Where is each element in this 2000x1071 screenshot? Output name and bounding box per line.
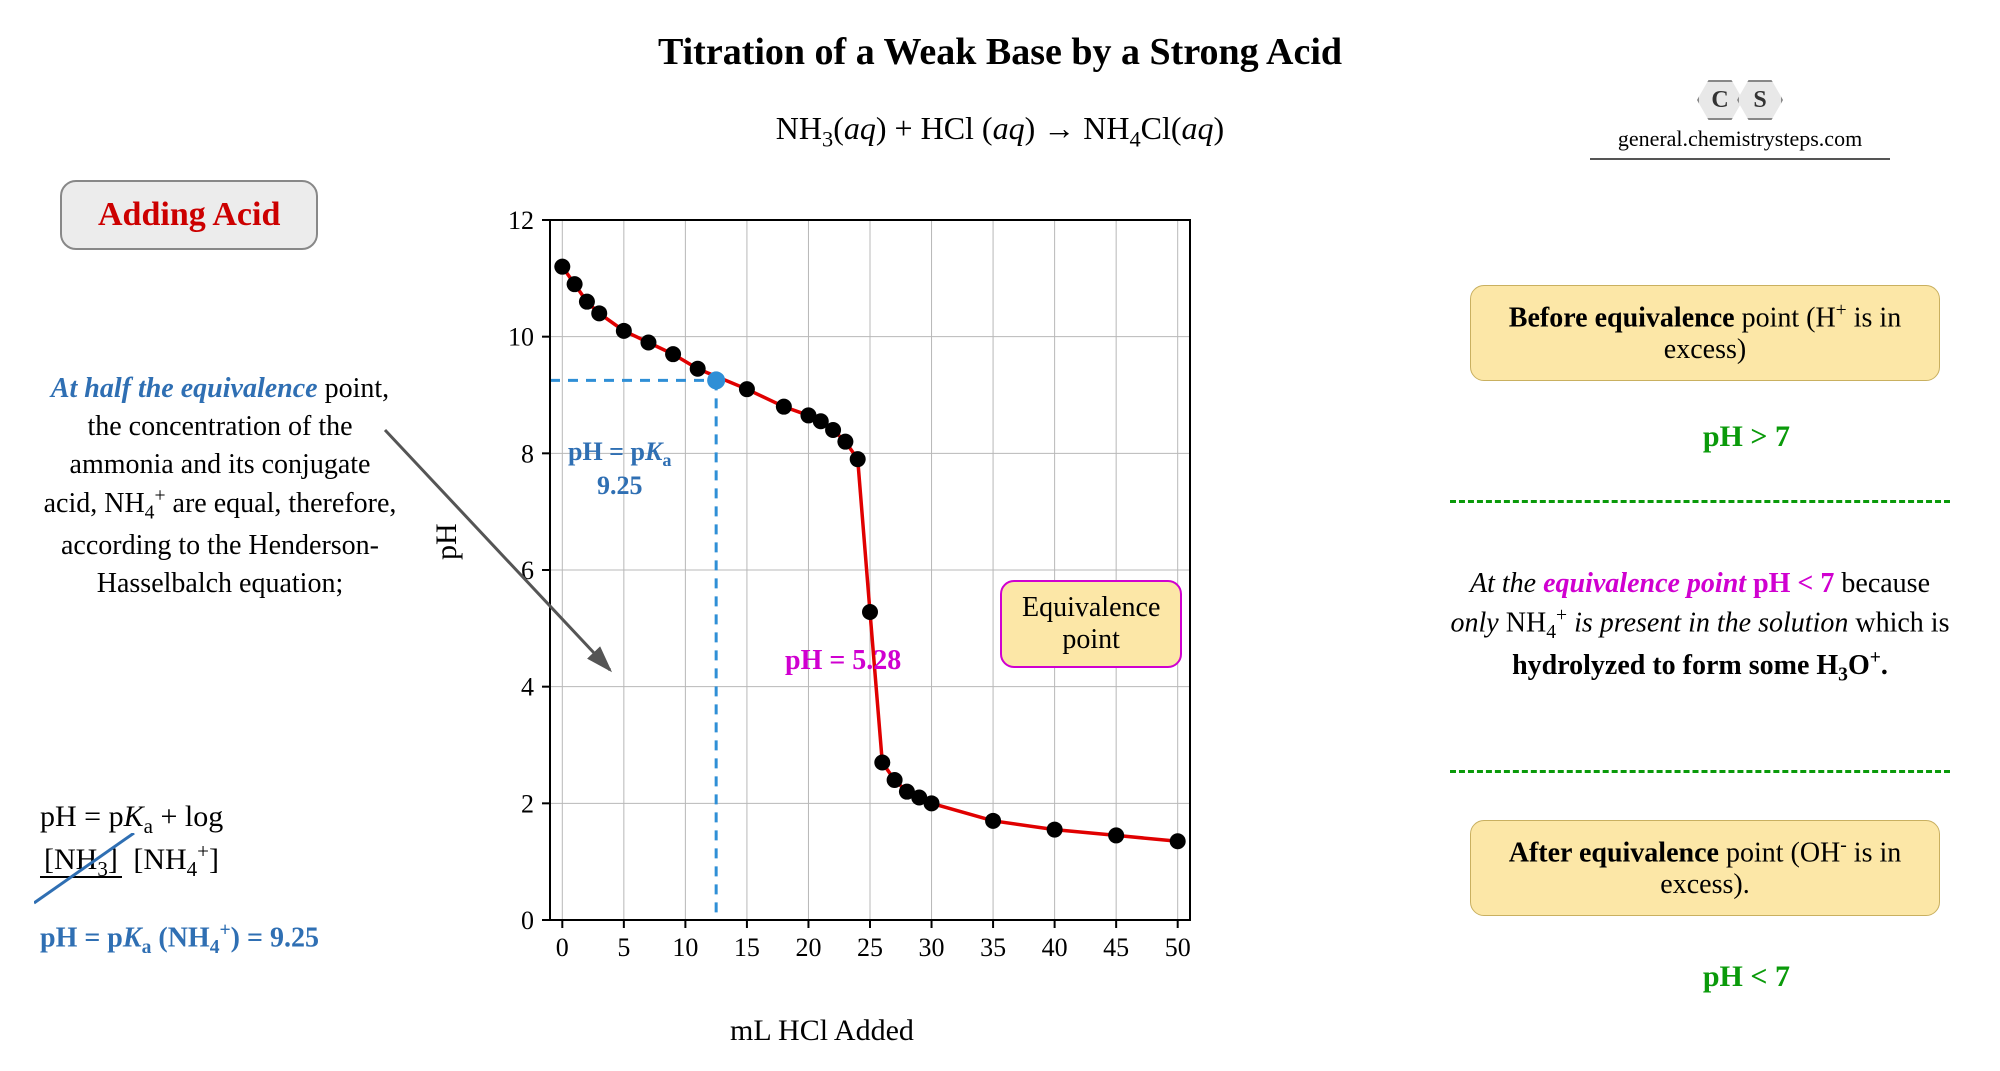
svg-text:5: 5 xyxy=(617,933,630,962)
hh-lhs: pH = pKa + log xyxy=(40,800,223,833)
half-equivalence-text: At half the equivalence point, the conce… xyxy=(40,370,400,602)
logo-hex-c: C xyxy=(1697,80,1743,120)
svg-text:10: 10 xyxy=(672,933,698,962)
equivalence-point-box: Equivalencepoint xyxy=(1000,580,1182,668)
svg-text:2: 2 xyxy=(521,789,534,818)
svg-text:35: 35 xyxy=(980,933,1006,962)
strike-line-icon xyxy=(34,833,144,913)
half-eq-phrase: At half the equivalence xyxy=(51,373,318,404)
green-divider-1 xyxy=(1450,500,1950,503)
svg-text:50: 50 xyxy=(1165,933,1191,962)
x-axis-label: mL HCl Added xyxy=(730,1014,914,1048)
hh-fraction: [NH3] [NH4+] xyxy=(40,839,223,882)
ph-equals-pka-line: pH = pKa (NH4+) = 9.25 xyxy=(40,920,319,959)
svg-text:0: 0 xyxy=(556,933,569,962)
svg-text:20: 20 xyxy=(795,933,821,962)
svg-text:15: 15 xyxy=(734,933,760,962)
ph-5-28-annotation: pH = 5.28 xyxy=(785,645,901,677)
henderson-hasselbalch-eq: pH = pKa + log [NH3] [NH4+] xyxy=(40,800,400,882)
half-eq-rest: point, the concentration of the ammonia … xyxy=(44,373,397,599)
svg-text:0: 0 xyxy=(521,906,534,935)
logo-hex-s: S xyxy=(1737,80,1783,120)
logo-site: general.chemistrysteps.com xyxy=(1590,126,1890,152)
svg-text:10: 10 xyxy=(508,323,534,352)
green-divider-2 xyxy=(1450,770,1950,773)
ph-less-7: pH < 7 xyxy=(1703,960,1790,994)
before-equivalence-box: Before equivalence point (H+ is in exces… xyxy=(1470,285,1940,381)
svg-text:30: 30 xyxy=(919,933,945,962)
ph-greater-7: pH > 7 xyxy=(1703,420,1790,454)
svg-text:45: 45 xyxy=(1103,933,1129,962)
adding-acid-box: Adding Acid xyxy=(60,180,318,250)
at-equivalence-text: At the equivalence point pH < 7 because … xyxy=(1450,565,1950,690)
svg-text:25: 25 xyxy=(857,933,883,962)
svg-text:12: 12 xyxy=(508,206,534,235)
arrow-to-half-eq-icon xyxy=(375,420,675,700)
svg-text:40: 40 xyxy=(1042,933,1068,962)
after-equivalence-box: After equivalence point (OH- is in exces… xyxy=(1470,820,1940,916)
page-title: Titration of a Weak Base by a Strong Aci… xyxy=(0,30,2000,74)
logo-block: C S general.chemistrysteps.com xyxy=(1590,80,1890,160)
logo-divider xyxy=(1590,158,1890,160)
